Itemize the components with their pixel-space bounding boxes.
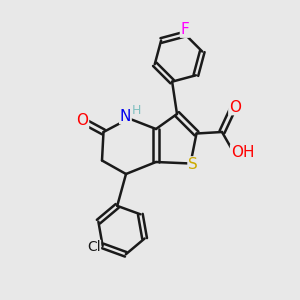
Text: Cl: Cl [87,240,100,254]
Text: O: O [229,100,241,115]
Text: H: H [132,104,141,118]
Text: F: F [181,22,189,37]
Text: O: O [76,113,88,128]
Text: S: S [188,157,198,172]
Text: N: N [120,109,131,124]
Text: OH: OH [231,145,254,160]
